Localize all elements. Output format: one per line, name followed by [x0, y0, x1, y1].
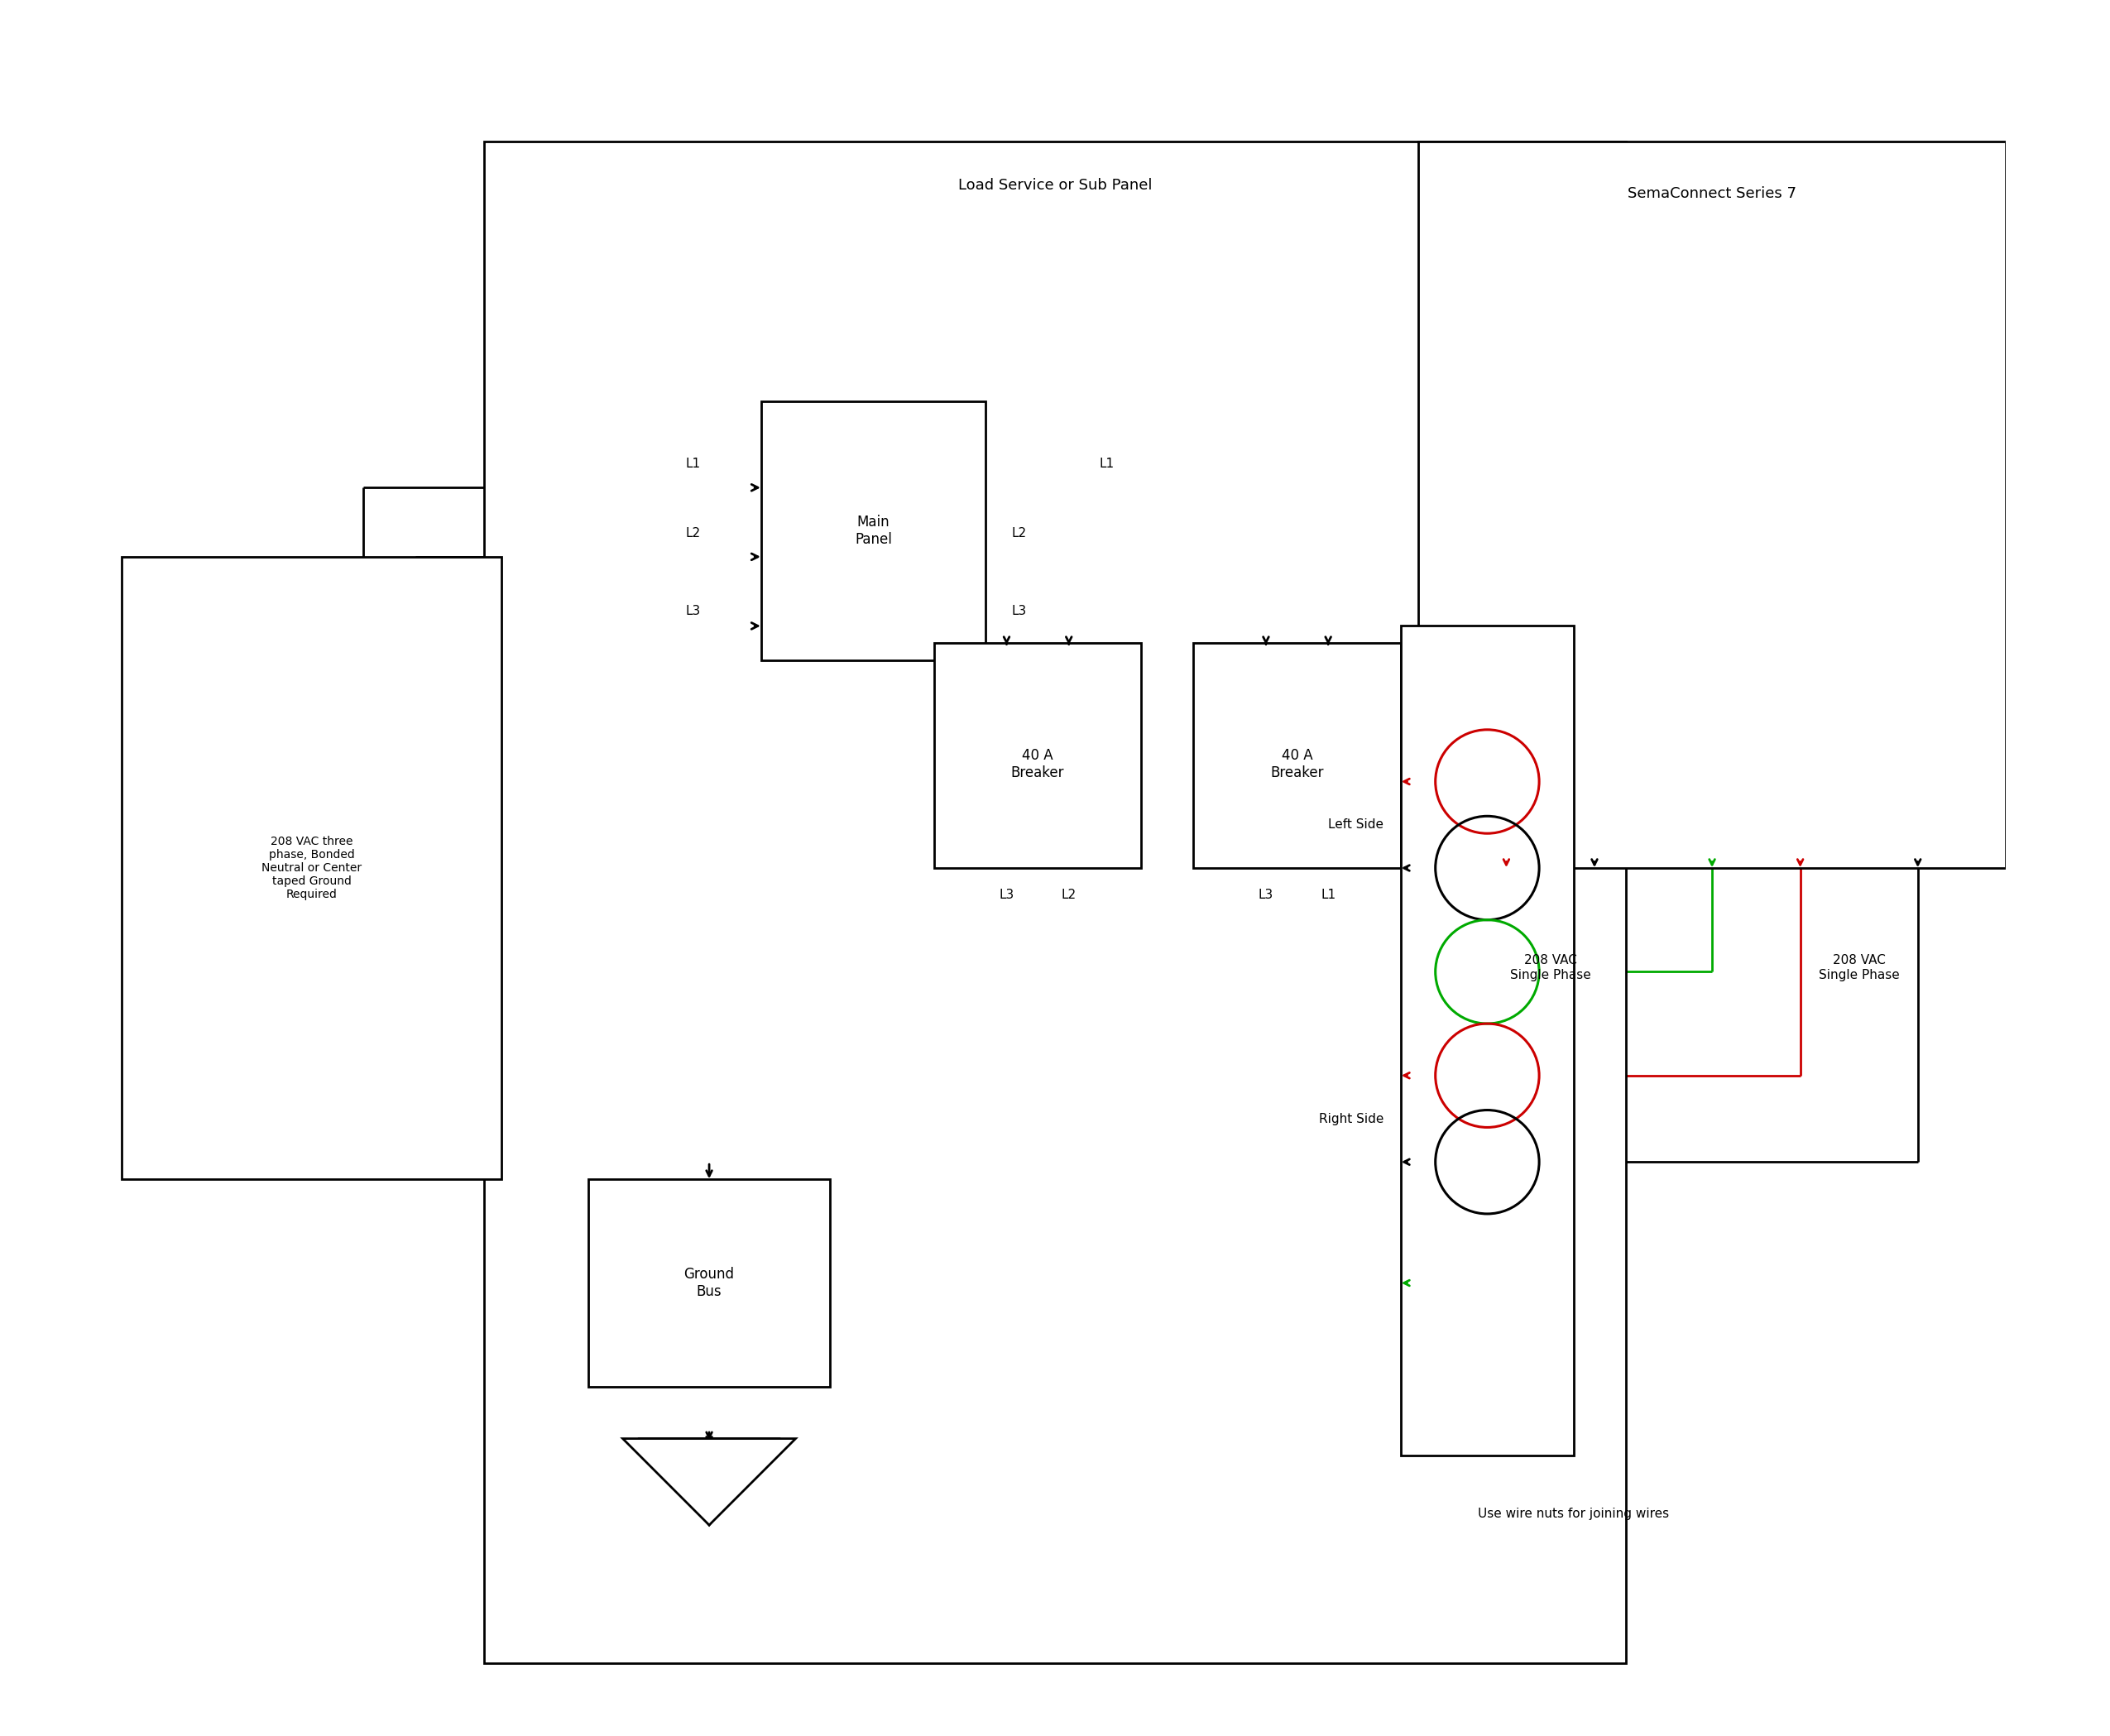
- Text: Load Service or Sub Panel: Load Service or Sub Panel: [958, 177, 1152, 193]
- Text: 40 A
Breaker: 40 A Breaker: [1011, 748, 1063, 779]
- Text: L2: L2: [686, 528, 701, 540]
- Text: Left Side: Left Side: [1327, 819, 1384, 832]
- Text: L1: L1: [1321, 889, 1336, 901]
- Text: 208 VAC
Single Phase: 208 VAC Single Phase: [1819, 955, 1899, 981]
- Text: L3: L3: [1013, 604, 1028, 618]
- Bar: [120, 557, 502, 1179]
- Text: 208 VAC
Single Phase: 208 VAC Single Phase: [1511, 955, 1591, 981]
- Text: 40 A
Breaker: 40 A Breaker: [1270, 748, 1323, 779]
- Bar: [1194, 644, 1401, 868]
- Text: L3: L3: [998, 889, 1015, 901]
- Text: L3: L3: [686, 604, 701, 618]
- Text: 208 VAC three
phase, Bonded
Neutral or Center
taped Ground
Required: 208 VAC three phase, Bonded Neutral or C…: [262, 835, 361, 901]
- Text: SemaConnect Series 7: SemaConnect Series 7: [1627, 186, 1796, 201]
- Text: L1: L1: [686, 458, 701, 470]
- Text: Main
Panel: Main Panel: [855, 516, 893, 547]
- Bar: [762, 401, 985, 660]
- Text: L2: L2: [1013, 528, 1028, 540]
- Text: Right Side: Right Side: [1319, 1113, 1384, 1125]
- Bar: [1418, 142, 2007, 868]
- Bar: [589, 1179, 829, 1387]
- Text: L1: L1: [1099, 458, 1114, 470]
- Text: L2: L2: [1061, 889, 1076, 901]
- Polygon shape: [639, 1439, 779, 1524]
- Bar: [485, 142, 1625, 1663]
- Text: Use wire nuts for joining wires: Use wire nuts for joining wires: [1479, 1509, 1669, 1521]
- Bar: [935, 644, 1142, 868]
- Text: L3: L3: [1258, 889, 1274, 901]
- Text: Ground
Bus: Ground Bus: [684, 1267, 734, 1299]
- Polygon shape: [622, 1439, 795, 1524]
- Bar: [1401, 627, 1574, 1457]
